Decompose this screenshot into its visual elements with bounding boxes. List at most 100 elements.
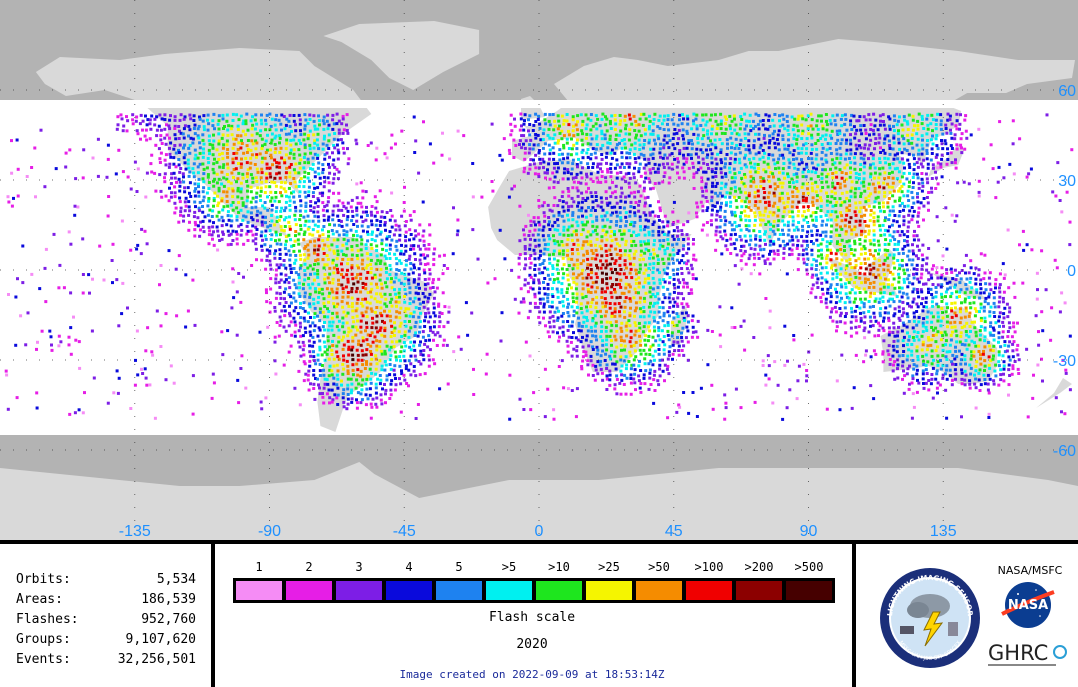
- flash-cell: [882, 291, 886, 295]
- flash-cell: [622, 272, 626, 276]
- flash-cell: [672, 200, 676, 204]
- flash-cell: [556, 259, 560, 263]
- flash-cell: [782, 232, 785, 236]
- flash-cell: [526, 281, 530, 285]
- flash-cell: [566, 228, 570, 232]
- flash-cell: [848, 204, 852, 208]
- flash-cell: [848, 225, 851, 229]
- flash-cell: [754, 243, 758, 247]
- flash-cell: [320, 194, 324, 198]
- flash-cell: [796, 243, 800, 247]
- flash-cell: [235, 180, 238, 184]
- flash-cell: [217, 119, 221, 123]
- flash-cell: [211, 143, 215, 147]
- flash-cell: [385, 285, 389, 289]
- flash-cell: [931, 118, 935, 122]
- flash-cell: [600, 239, 604, 243]
- flash-cell: [900, 151, 904, 155]
- flash-cell: [533, 263, 537, 267]
- flash-cell: [744, 218, 748, 222]
- flash-cell: [361, 258, 365, 262]
- flash-cell: [819, 196, 822, 200]
- flash-cell: [268, 249, 272, 253]
- flash-cell: [595, 232, 599, 236]
- flash-cell: [345, 230, 349, 234]
- flash-cell: [742, 252, 746, 256]
- flash-cell: [647, 249, 651, 253]
- flash-cell: [543, 214, 547, 218]
- flash-cell: [417, 277, 421, 281]
- flash-cell: [867, 257, 870, 261]
- flash-cell: [763, 191, 767, 194]
- flash-cell: [833, 161, 837, 165]
- flash-cell: [695, 211, 698, 215]
- flash-cell: [163, 158, 167, 162]
- flash-cell: [206, 204, 210, 208]
- flash-cell: [835, 215, 839, 219]
- flash-cell: [628, 185, 631, 189]
- flash-cell: [321, 168, 325, 171]
- flash-cell: [293, 134, 297, 138]
- flash-cell: [853, 297, 857, 301]
- flash-cell: [678, 149, 682, 152]
- flash-cell: [685, 157, 689, 161]
- flash-cell: [881, 205, 885, 209]
- flash-cell: [193, 234, 197, 238]
- flash-cell: [820, 172, 824, 176]
- flash-cell: [292, 190, 296, 194]
- flash-cell: [250, 133, 254, 137]
- flash-cell: [903, 244, 907, 248]
- flash-cell: [768, 125, 772, 128]
- flash-cell: [850, 180, 854, 184]
- flash-cell: [782, 210, 786, 214]
- flash-cell: [567, 129, 570, 133]
- flash-cell: [169, 114, 172, 118]
- flash-cell: [672, 277, 676, 281]
- flash-cell: [577, 201, 581, 205]
- flash-cell: [178, 184, 182, 188]
- flash-cell: [327, 215, 331, 219]
- flash-cell: [854, 132, 858, 136]
- flash-cell: [667, 128, 671, 132]
- flash-cell: [804, 142, 808, 146]
- flash-cell: [545, 171, 549, 175]
- flash-cell: [523, 237, 527, 241]
- flash-cell: [284, 171, 288, 175]
- flash-cell: [288, 175, 292, 179]
- flash-cell: [652, 220, 656, 224]
- flash-cell: [907, 213, 911, 217]
- flash-cell: [226, 128, 230, 132]
- flash-cell: [690, 139, 693, 142]
- flash-cell: [551, 264, 555, 268]
- flash-cell: [581, 287, 585, 291]
- flash-cell: [628, 210, 632, 214]
- flash-cell: [158, 113, 162, 117]
- flash-cell: [743, 163, 747, 167]
- flash-cell: [412, 263, 416, 267]
- flash-cell: [734, 214, 737, 218]
- flash-cell: [810, 136, 814, 140]
- flash-cell: [742, 244, 746, 248]
- flash-cell: [543, 266, 547, 270]
- flash-cell: [620, 139, 624, 142]
- flash-cell: [826, 210, 830, 214]
- flash-cell: [867, 157, 870, 161]
- flash-cell: [940, 295, 944, 299]
- flash-cell: [283, 225, 287, 228]
- flash-cell: [157, 124, 161, 128]
- flash-cell: [762, 247, 766, 251]
- flash-cell: [886, 249, 890, 252]
- flash-cell: [940, 283, 944, 287]
- flash-cell: [269, 267, 273, 271]
- flash-cell: [282, 290, 286, 294]
- flash-cell: [303, 152, 307, 156]
- flash-cell: [704, 113, 708, 117]
- flash-cell: [392, 233, 396, 237]
- flash-cell: [288, 204, 292, 207]
- flash-cell: [763, 209, 767, 213]
- flash-cell: [821, 238, 825, 242]
- flash-cell: [622, 232, 626, 236]
- flash-cell: [730, 228, 734, 232]
- flash-cell: [718, 215, 722, 219]
- flash-cell: [121, 170, 125, 174]
